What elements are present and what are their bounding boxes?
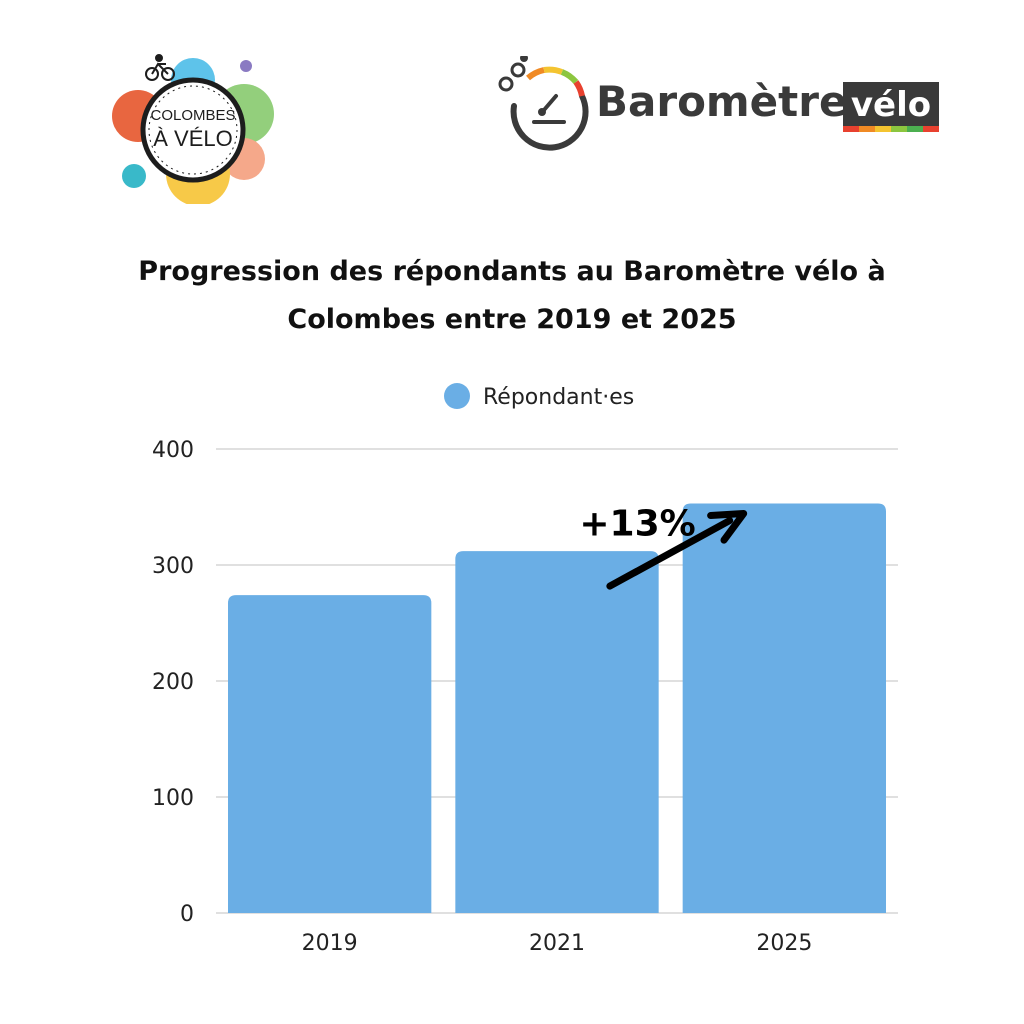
- growth-arrow-head: [707, 510, 748, 544]
- colombes-a-velo-logo: COLOMBES À VÉLO: [112, 54, 274, 204]
- x-tick-label: 2025: [756, 931, 812, 956]
- colombes-logo-line2: À VÉLO: [153, 126, 232, 151]
- chart-title: Progression des répondants au Baromètre …: [138, 256, 886, 335]
- growth-arrow-shaft: [606, 517, 734, 590]
- bicycle-icon: [145, 54, 175, 81]
- bar-2021: [455, 551, 659, 913]
- bar-2025: [682, 503, 886, 913]
- growth-annotation: +13%: [579, 504, 748, 590]
- bar-2019: [228, 595, 432, 913]
- growth-annotation-label: +13%: [579, 504, 695, 545]
- legend: Répondant·es: [444, 383, 634, 410]
- y-tick-label: 200: [152, 670, 194, 695]
- legend-label: Répondant·es: [483, 385, 634, 410]
- barometre-velo-logo: Baromètre vélo: [498, 56, 939, 151]
- gauge-icon: [498, 56, 589, 151]
- barometre-logo-word2: vélo: [851, 85, 931, 125]
- y-tick-label: 300: [152, 554, 194, 579]
- y-tick-label: 400: [152, 438, 194, 463]
- barometre-logo-word1: Baromètre: [596, 77, 847, 126]
- y-tick-label: 0: [180, 902, 194, 927]
- y-tick-label: 100: [152, 786, 194, 811]
- legend-swatch: [444, 383, 470, 409]
- colombes-logo-line1: COLOMBES: [150, 107, 235, 124]
- x-tick-label: 2021: [529, 931, 585, 956]
- x-tick-label: 2019: [302, 931, 358, 956]
